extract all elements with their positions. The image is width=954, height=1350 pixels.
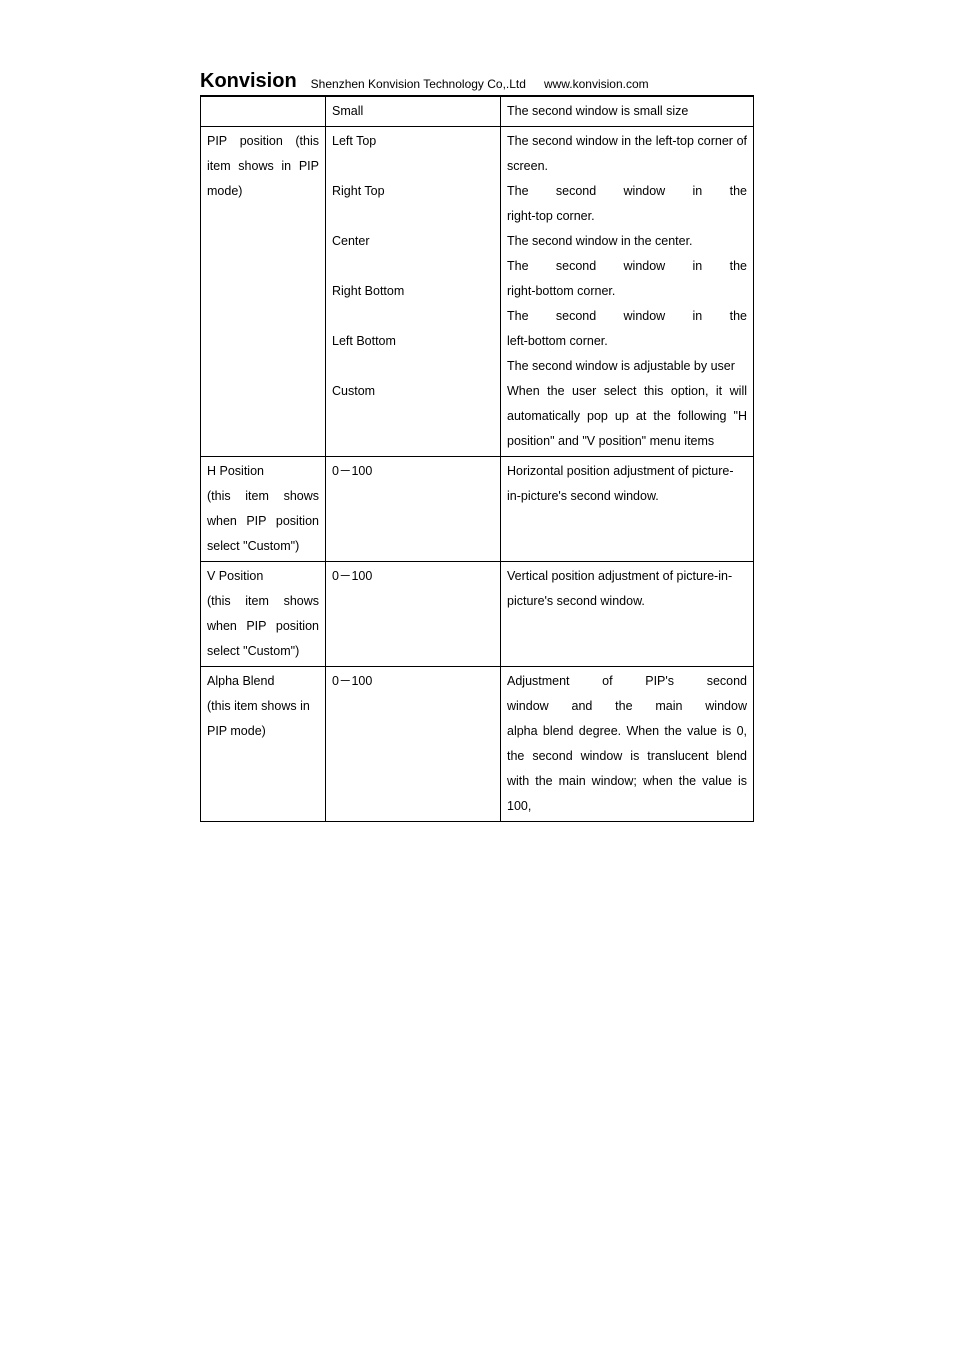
text: mode) — [207, 179, 319, 204]
text: in — [281, 154, 291, 179]
text: when — [207, 614, 237, 639]
text: (this — [295, 129, 319, 154]
cell-option: 0－100 — [326, 667, 501, 822]
table-row: H Position (this item shows when PIP pos… — [201, 457, 754, 562]
text: select "Custom") — [207, 639, 319, 664]
text: item — [245, 484, 269, 509]
table-row: PIP position (this item shows in PIP mod… — [201, 127, 754, 457]
document-page: Konvision Shenzhen Konvision Technology … — [0, 0, 954, 1350]
cell-description: The second window is small size — [501, 97, 754, 127]
text: V Position — [207, 564, 319, 589]
cell-option: 0－100 — [326, 562, 501, 667]
option-value: Right Top — [332, 179, 494, 204]
option-value: Custom — [332, 379, 494, 404]
page-header: Konvision Shenzhen Konvision Technology … — [200, 70, 754, 97]
text: Alpha Blend — [207, 669, 319, 694]
table-row: Alpha Blend (this item shows in PIP mode… — [201, 667, 754, 822]
text: PIP — [246, 614, 266, 639]
cell-description: Vertical position adjustment of picture-… — [501, 562, 754, 667]
text: PIP — [207, 129, 227, 154]
text: (this — [207, 484, 231, 509]
settings-table: Small The second window is small size PI… — [200, 97, 754, 822]
text: H Position — [207, 459, 319, 484]
desc-line: The second window in the center. — [507, 229, 747, 254]
desc-line: The second window is adjustable by user — [507, 354, 747, 379]
text: position — [240, 129, 283, 154]
desc-line: left-bottom corner. — [507, 329, 747, 354]
text: shows — [284, 589, 319, 614]
desc-line: Thesecondwindowinthe — [507, 304, 747, 329]
desc-line: right-bottom corner. — [507, 279, 747, 304]
desc-line: Thesecondwindowinthe — [507, 254, 747, 279]
desc-line: Thesecondwindowinthe — [507, 179, 747, 204]
desc-line: windowandthemainwindow — [507, 694, 747, 719]
text: shows — [238, 154, 273, 179]
company-url: www.konvision.com — [544, 77, 649, 93]
text: item — [245, 589, 269, 614]
option-value: Center — [332, 229, 494, 254]
text: PIP — [299, 154, 319, 179]
text: PIP — [246, 509, 266, 534]
table-row: Small The second window is small size — [201, 97, 754, 127]
cell-description: The second window in the left-top corner… — [501, 127, 754, 457]
text: when — [207, 509, 237, 534]
cell-description: Horizontal position adjustment of pictur… — [501, 457, 754, 562]
cell-setting-name: PIP position (this item shows in PIP mod… — [201, 127, 326, 457]
text: select "Custom") — [207, 534, 319, 559]
cell-option: Small — [326, 97, 501, 127]
text: item — [207, 154, 231, 179]
cell-setting-name: Alpha Blend (this item shows in PIP mode… — [201, 667, 326, 822]
desc-line: When the user select this option, it wil… — [507, 379, 747, 454]
desc-line: AdjustmentofPIP'ssecond — [507, 669, 747, 694]
text: (this item shows in — [207, 694, 319, 719]
option-value: Right Bottom — [332, 279, 494, 304]
cell-options: Left Top Right Top Center Right Bottom L… — [326, 127, 501, 457]
cell-setting-name: V Position (this item shows when PIP pos… — [201, 562, 326, 667]
cell-description: AdjustmentofPIP'ssecond windowandthemain… — [501, 667, 754, 822]
text: position — [276, 509, 319, 534]
table-row: V Position (this item shows when PIP pos… — [201, 562, 754, 667]
brand-logo: Konvision — [200, 70, 297, 93]
cell-setting-name: H Position (this item shows when PIP pos… — [201, 457, 326, 562]
desc-line: The second window in the left-top corner… — [507, 129, 747, 179]
text: (this — [207, 589, 231, 614]
company-name: Shenzhen Konvision Technology Co,.Ltd — [311, 77, 526, 93]
option-value: Left Top — [332, 129, 494, 154]
cell-option: 0－100 — [326, 457, 501, 562]
cell-empty — [201, 97, 326, 127]
option-value: Left Bottom — [332, 329, 494, 354]
text: position — [276, 614, 319, 639]
text: shows — [284, 484, 319, 509]
desc-line: right-top corner. — [507, 204, 747, 229]
text: PIP mode) — [207, 719, 319, 744]
desc-line: alpha blend degree. When the value is 0,… — [507, 719, 747, 819]
